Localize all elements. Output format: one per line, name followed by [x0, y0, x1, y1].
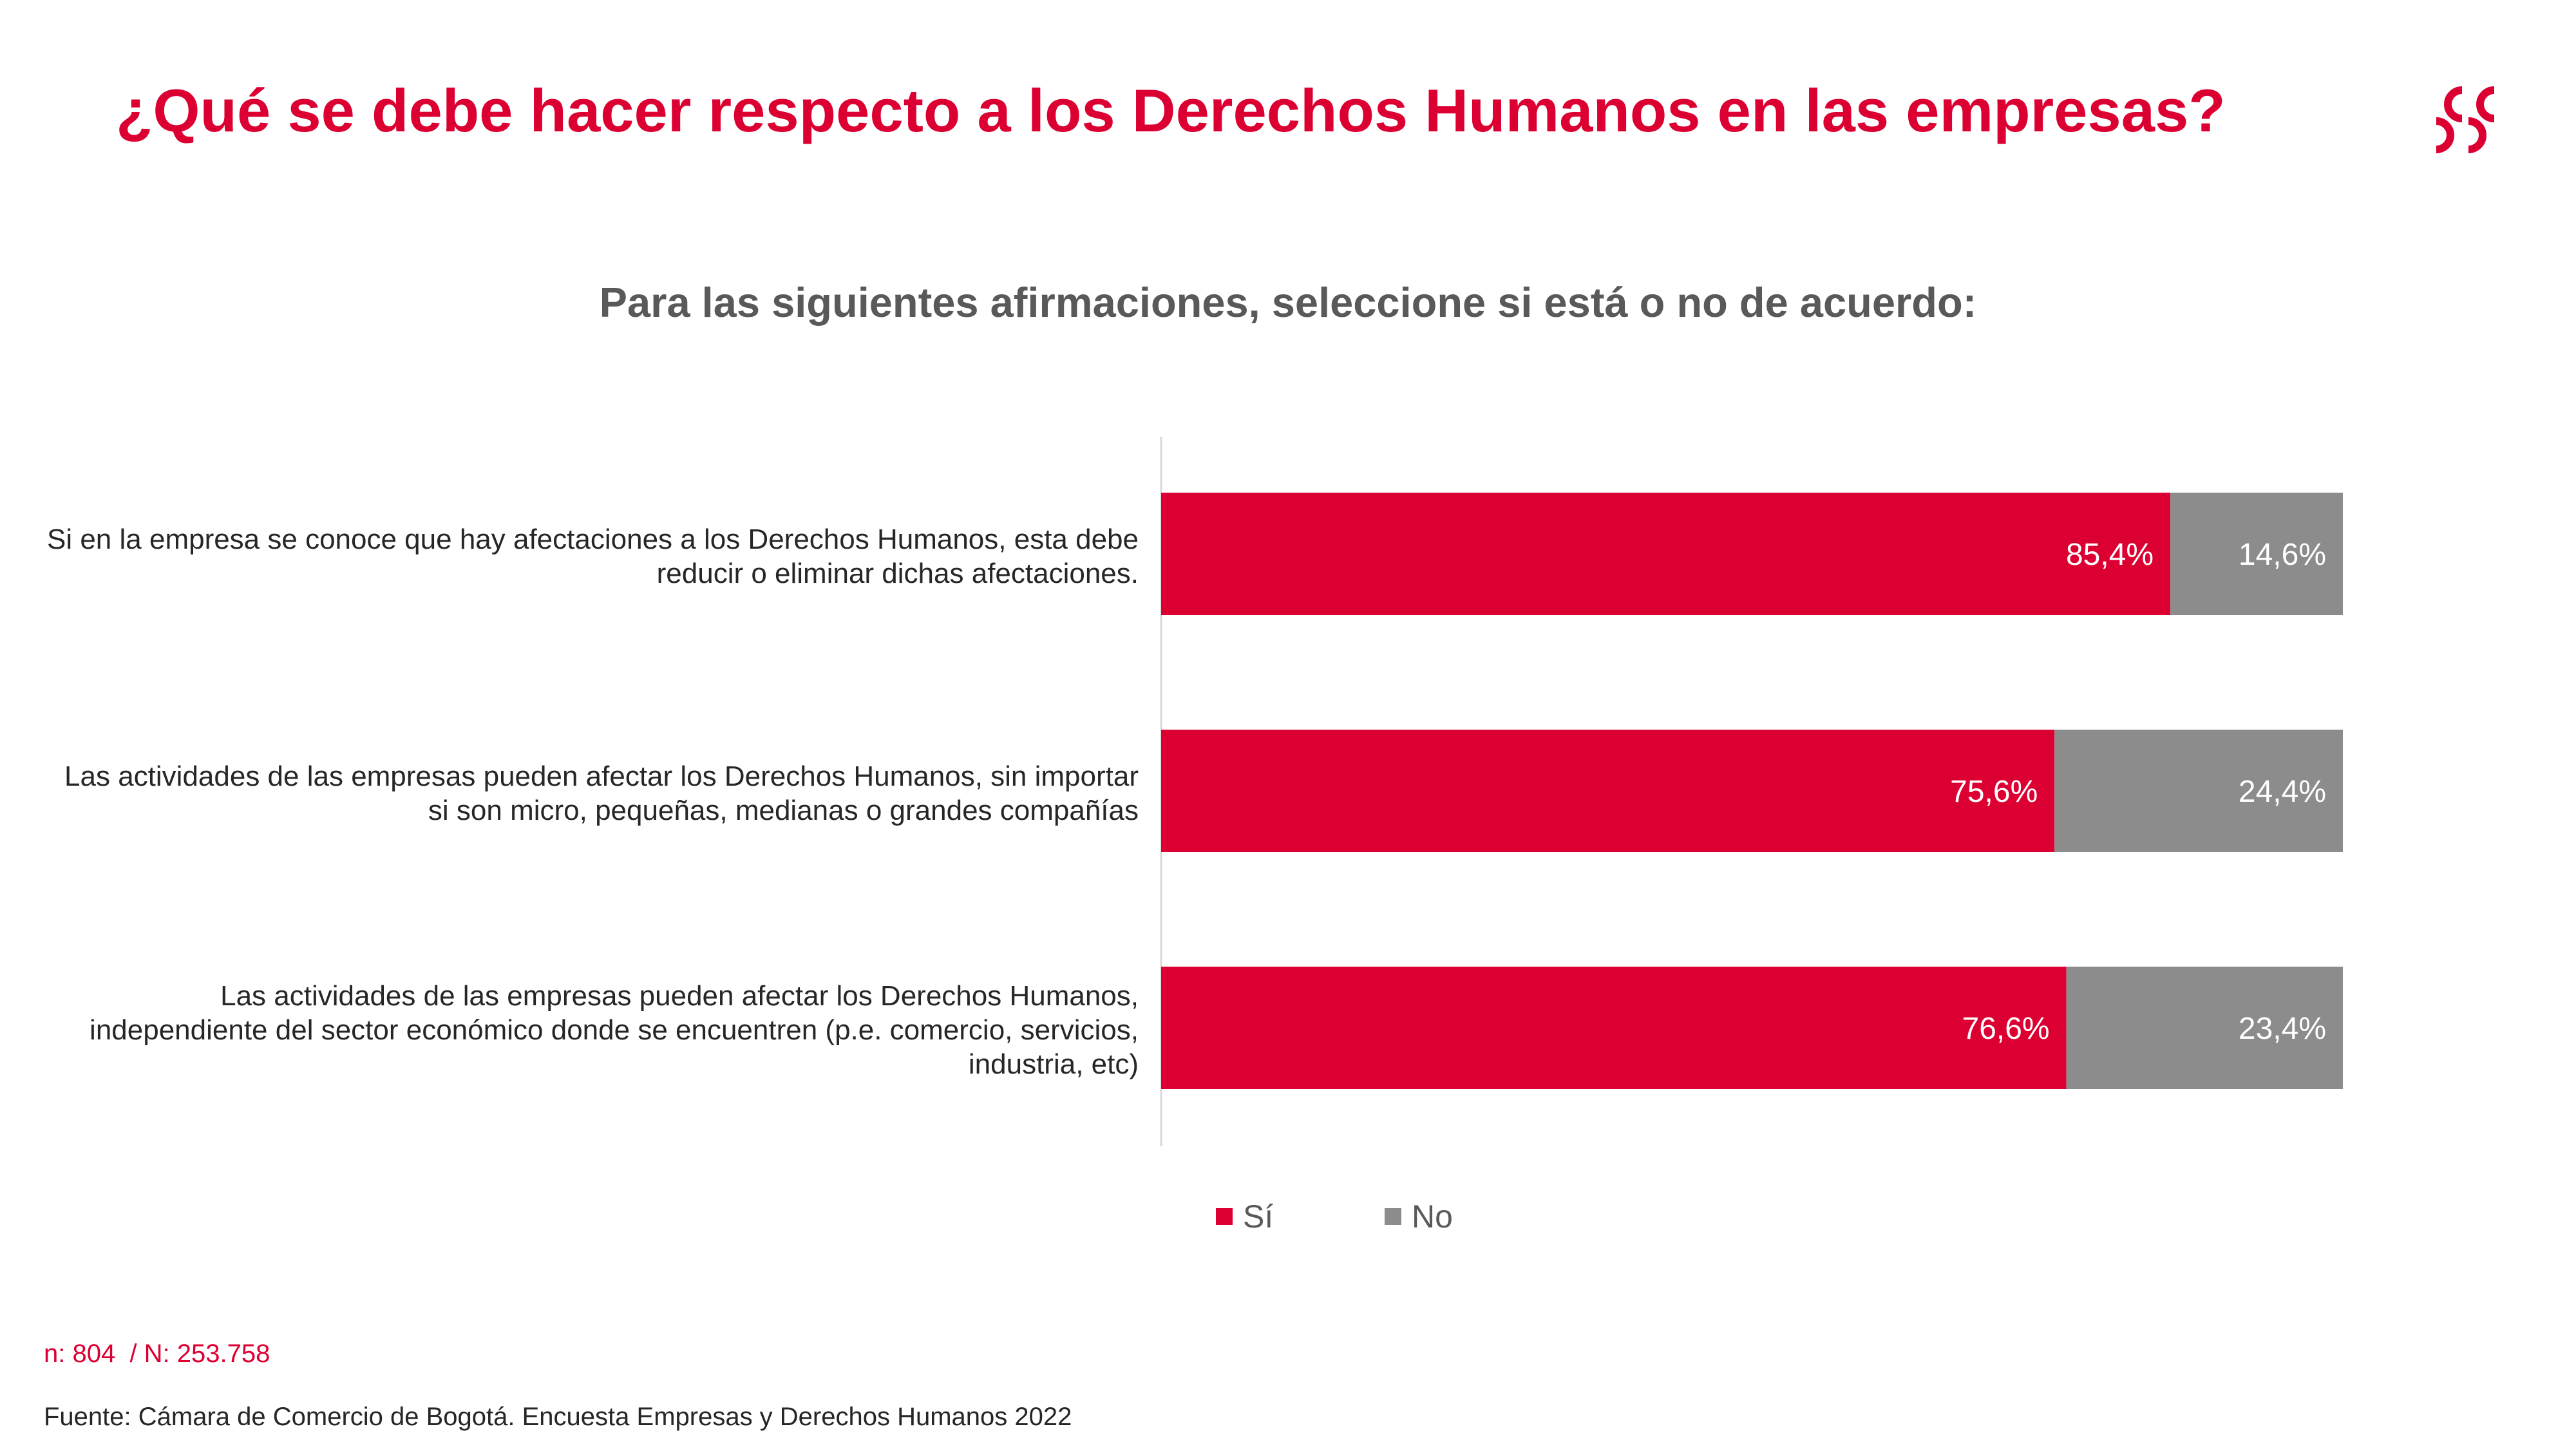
legend-item-si: Sí — [1216, 1198, 1273, 1235]
logo-c-top-right — [2476, 86, 2495, 122]
data-label-no-0: 14,6% — [2239, 538, 2326, 572]
data-label-no-2: 23,4% — [2239, 1012, 2326, 1046]
page-title: ¿Qué se debe hacer respecto a los Derech… — [116, 77, 2226, 144]
bar-no-0 — [2170, 493, 2343, 615]
legend-label-si: Sí — [1243, 1198, 1274, 1235]
ccb-logo-icon — [2436, 86, 2495, 153]
legend-swatch-si — [1216, 1208, 1233, 1225]
logo-b-bottom-right — [2436, 117, 2454, 153]
category-label: Si en la empresa se conoce que hay afect… — [46, 524, 1139, 589]
legend-label-no: No — [1412, 1198, 1453, 1235]
bar-si-0 — [1161, 493, 2171, 615]
data-label-si-1: 75,6% — [1950, 775, 2038, 809]
bar-si-2 — [1161, 967, 2067, 1089]
legend-item-no: No — [1385, 1198, 1453, 1235]
source-note: Fuente: Cámara de Comercio de Bogotá. En… — [44, 1403, 1072, 1431]
bar-no-2 — [2066, 967, 2343, 1089]
bar-no-1 — [2054, 730, 2343, 852]
data-label-no-1: 24,4% — [2239, 775, 2326, 809]
bar-si-1 — [1161, 730, 2055, 852]
data-label-si-2: 76,6% — [1962, 1012, 2050, 1046]
logo-b-bottom-left — [2468, 117, 2486, 153]
category-label: Las actividades de las empresas pueden a… — [90, 980, 1139, 1080]
category-label: Las actividades de las empresas pueden a… — [64, 761, 1139, 826]
data-label-si-0: 85,4% — [2066, 538, 2154, 572]
chart-title: Para las siguientes afirmaciones, selecc… — [599, 279, 1977, 326]
logo-c-top-left — [2444, 86, 2463, 122]
sample-size-note: n: 804 / N: 253.758 — [44, 1340, 270, 1368]
legend-swatch-no — [1385, 1208, 1401, 1225]
